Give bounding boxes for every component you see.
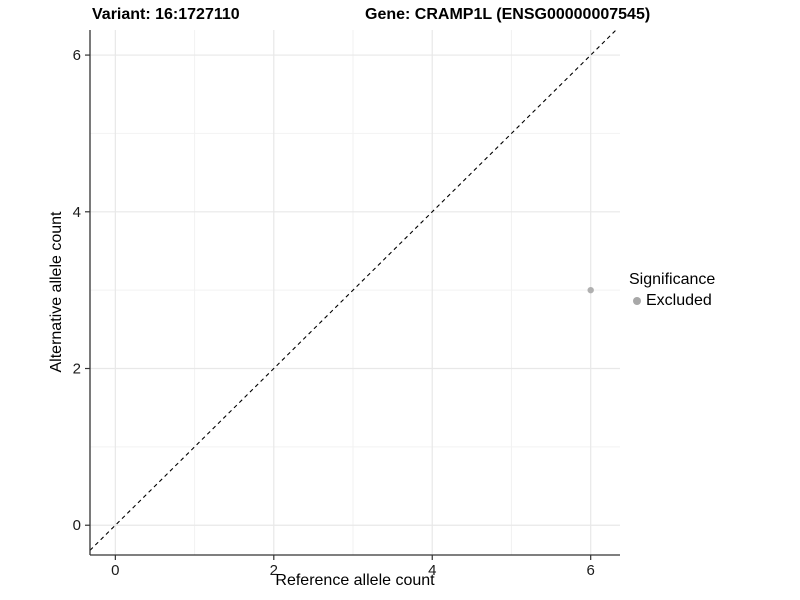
plot-title-variant: Variant: 16:1727110 [92,6,240,23]
axis-tick-labels: 0 2 4 6 0 2 4 6 [73,47,595,579]
axis-ticks [85,54,592,560]
y-tick-label: 6 [73,47,81,64]
x-axis-title: Reference allele count [275,572,435,589]
legend-point-icon [633,297,641,305]
axis-lines [89,30,620,556]
grid-minor-lines [90,30,620,555]
x-tick-label: 6 [587,562,595,579]
legend: Significance Excluded [629,271,715,310]
grid-major-lines [90,30,620,555]
x-tick-label: 2 [270,562,278,579]
x-tick-label: 0 [111,562,119,579]
identity-line [89,29,617,551]
y-tick-label: 0 [73,517,81,534]
legend-title: Significance [629,271,716,288]
y-tick-label: 4 [73,204,81,221]
data-point [587,286,594,294]
legend-item-excluded: Excluded [629,292,715,310]
legend-item-label: Excluded [646,292,712,309]
y-axis-title: Alternative allele count [48,211,65,373]
x-tick-label: 4 [428,562,436,579]
y-tick-label: 2 [73,361,81,378]
data-points [587,286,594,294]
plot-title-gene: Gene: CRAMP1L (ENSG00000007545) [365,6,651,23]
